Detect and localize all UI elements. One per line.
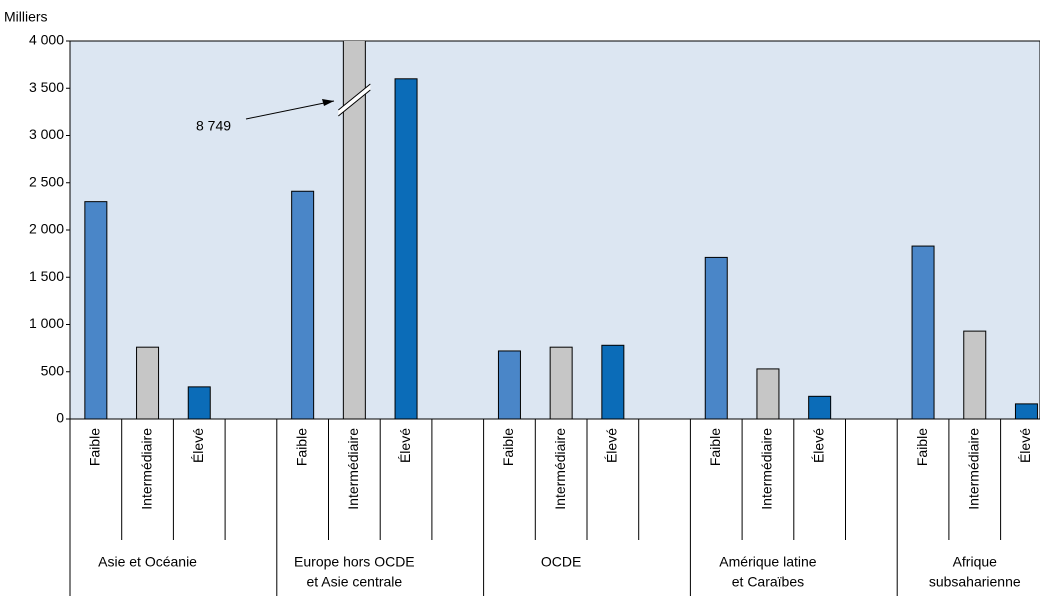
bar (497, 350, 521, 419)
x-tick-label: Élevé (810, 428, 826, 463)
bar (963, 330, 987, 419)
x-tick-label: Élevé (397, 428, 413, 463)
bar (394, 78, 418, 419)
x-tick-label: Élevé (190, 428, 206, 463)
y-tick-label: 2 000 (29, 221, 64, 237)
y-tick-label: 2 500 (29, 173, 64, 189)
y-axis-label: Milliers (4, 9, 48, 25)
bar (291, 190, 315, 419)
y-tick-label: 3 000 (29, 126, 64, 142)
x-tick-label: Intermédiaire (759, 428, 775, 510)
bar (704, 256, 728, 419)
x-tick-label: Élevé (604, 428, 620, 463)
x-tick-label: Faible (293, 428, 309, 466)
x-group-label: Amérique latine (719, 554, 816, 570)
x-group-label: Afrique (953, 554, 998, 570)
bar (342, 41, 366, 419)
bar (601, 344, 625, 419)
y-tick-label: 1 500 (29, 268, 64, 284)
y-tick-label: 0 (56, 410, 64, 426)
annotation-arrowhead (322, 99, 334, 106)
x-tick-label: Faible (87, 428, 103, 466)
value-label: 8 749 (196, 118, 231, 134)
bar (136, 346, 160, 419)
annotation-arrow (245, 100, 335, 120)
y-tick-label: 3 500 (29, 79, 64, 95)
axis-break (338, 84, 371, 116)
bar (756, 368, 780, 419)
axis-break (338, 83, 371, 111)
x-group-label: OCDE (541, 554, 581, 570)
y-tick-label: 1 000 (29, 315, 64, 331)
bar (808, 395, 832, 419)
x-tick-label: Intermédiaire (345, 428, 361, 510)
bar (549, 346, 573, 419)
y-tick-label: 500 (41, 362, 65, 378)
x-group-label: et Asie centrale (306, 574, 402, 590)
x-tick-label: Élevé (1017, 428, 1033, 463)
axis-break (338, 89, 371, 117)
x-tick-label: Intermédiaire (552, 428, 568, 510)
x-group-label: subsaharienne (929, 574, 1021, 590)
bar (187, 386, 211, 419)
x-tick-label: Intermédiaire (138, 428, 154, 510)
x-tick-label: Faible (914, 428, 930, 466)
x-group-label: et Caraïbes (732, 574, 804, 590)
bar (1014, 403, 1038, 419)
x-tick-label: Intermédiaire (965, 428, 981, 510)
x-group-label: Europe hors OCDE (294, 554, 415, 570)
bar (911, 245, 935, 419)
x-tick-label: Faible (500, 428, 516, 466)
x-tick-label: Faible (707, 428, 723, 466)
x-group-label: Asie et Océanie (98, 554, 197, 570)
y-tick-label: 4 000 (29, 32, 64, 48)
bar (84, 201, 108, 419)
